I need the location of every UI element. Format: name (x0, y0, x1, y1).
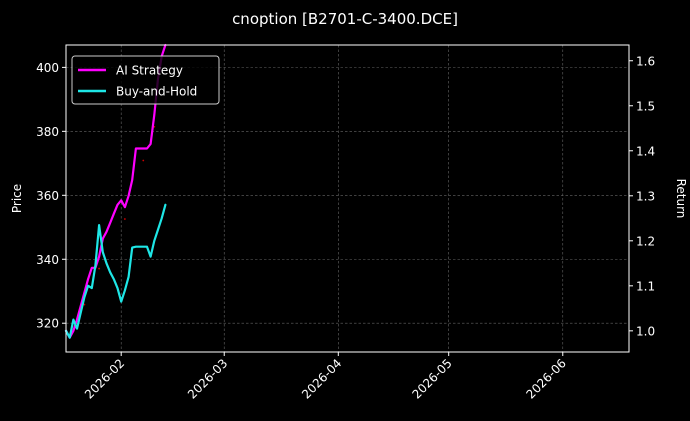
y-tick-label: 400 (36, 61, 59, 75)
y-axis-label: Price (10, 184, 24, 213)
price-marks (83, 125, 156, 306)
legend-box (71, 55, 220, 105)
price-marker (83, 303, 86, 306)
y2-tick-label: 1.4 (636, 144, 655, 158)
right-y-axis: 1.0 1.1 1.2 1.3 1.4 1.5 1.6 (629, 54, 655, 338)
left-y-axis: 320 340 360 380 400 (36, 61, 66, 331)
y2-tick-label: 1.5 (636, 99, 655, 113)
y-tick-label: 380 (36, 125, 59, 139)
y-tick-label: 360 (36, 189, 59, 203)
series-lines (64, 43, 167, 339)
grid (66, 45, 629, 352)
y2-tick-label: 1.3 (636, 189, 655, 203)
y-tick-label: 320 (36, 317, 59, 331)
y-tick-label: 340 (36, 253, 59, 267)
price-marker (98, 267, 101, 270)
legend: AI Strategy Buy-and-Hold (71, 55, 220, 105)
plot-frame (65, 44, 630, 353)
y2-axis-label: Return (674, 179, 688, 219)
price-marker (123, 218, 126, 220)
y2-tick-label: 1.0 (636, 324, 655, 338)
y2-tick-label: 1.2 (636, 234, 655, 248)
y2-tick-label: 1.1 (636, 279, 655, 293)
series-line-ai-strategy (64, 43, 167, 339)
chart-title: cnoption [B2701-C-3400.DCE] (232, 10, 458, 28)
price-marker (142, 159, 145, 162)
legend-label-ai-strategy: AI Strategy (116, 64, 183, 78)
y2-tick-label: 1.6 (636, 54, 655, 68)
legend-label-buy-and-hold: Buy-and-Hold (116, 85, 197, 99)
series-line-buy-and-hold (64, 203, 167, 339)
